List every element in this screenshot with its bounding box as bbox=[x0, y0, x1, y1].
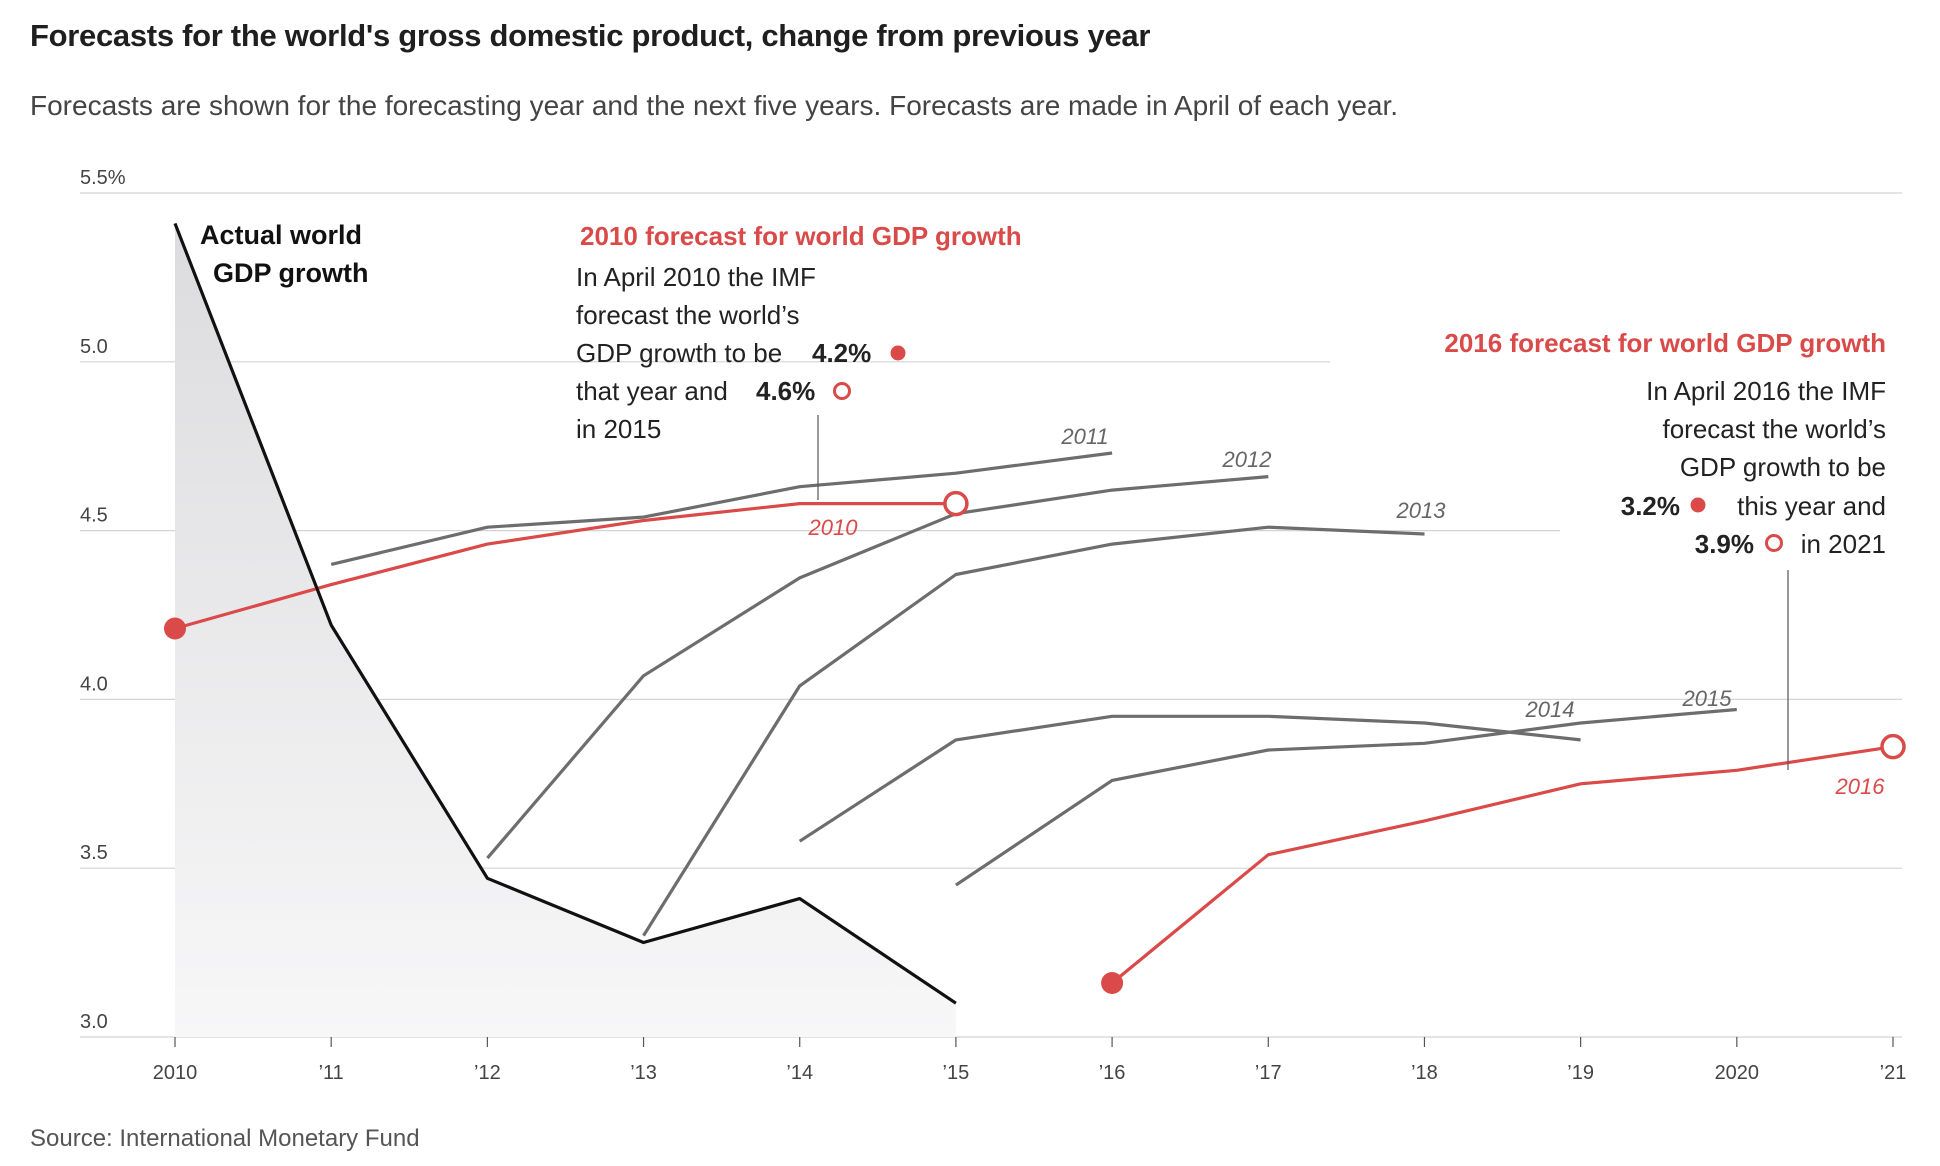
actual-area-fill bbox=[175, 223, 956, 1037]
annotation-2016-text: in 2021 bbox=[1801, 529, 1886, 559]
x-tick-label: ’15 bbox=[943, 1062, 970, 1084]
legend-hollow-dot bbox=[1765, 534, 1783, 552]
annotation-2010-text: GDP growth to be bbox=[576, 338, 782, 368]
annotation-2010-text: forecast the world’s bbox=[576, 300, 800, 330]
forecast-label-2015: 2015 bbox=[1682, 686, 1733, 711]
y-axis-ticks: 5.5% 5.0 4.5 4.0 3.5 3.0 bbox=[80, 167, 126, 1033]
y-tick-label: 3.0 bbox=[80, 1011, 108, 1033]
actual-series: Actual world GDP growth bbox=[173, 220, 957, 1005]
annotation-2010-value: 4.2% bbox=[812, 338, 871, 368]
actual-gdp-line bbox=[173, 222, 957, 1005]
y-tick-label: 5.5% bbox=[80, 167, 126, 189]
annotation-2016-value: 3.2% bbox=[1621, 491, 1680, 521]
y-tick-label: 5.0 bbox=[80, 336, 108, 358]
annotation-2016-heading: 2016 forecast for world GDP growth bbox=[1444, 328, 1886, 358]
end-point-2010 bbox=[943, 490, 969, 517]
forecast-series: 2011 2012 2013 2014 2015 bbox=[330, 424, 1737, 937]
forecast-label-2016: 2016 bbox=[1835, 774, 1886, 799]
x-tick-label: ’18 bbox=[1411, 1062, 1438, 1084]
annotation-2016-value: 3.9% bbox=[1695, 529, 1754, 559]
annotation-2010-text: In April 2010 the IMF bbox=[576, 262, 816, 292]
start-point-2016 bbox=[1101, 971, 1124, 994]
forecast-line-2012 bbox=[486, 475, 1269, 860]
highlighted-series: 2010 2016 bbox=[164, 490, 1906, 994]
x-tick-label: ’21 bbox=[1880, 1062, 1907, 1084]
start-point-2010 bbox=[164, 617, 186, 640]
actual-area bbox=[175, 223, 956, 1037]
actual-gdp-label: Actual world bbox=[200, 220, 362, 250]
x-axis: 2010 ’11 ’12 ’13 ’14 ’15 ’16 ’17 ’18 ’19 2020 ’21 bbox=[153, 1037, 1907, 1084]
annotation-2016-text: GDP growth to be bbox=[1680, 452, 1886, 482]
forecast-label-2010: 2010 bbox=[808, 515, 859, 540]
legend-filled-dot bbox=[1690, 497, 1706, 513]
legend-hollow-dot bbox=[833, 382, 851, 400]
x-tick-label: 2010 bbox=[153, 1062, 198, 1084]
forecast-label-2012: 2012 bbox=[1222, 447, 1272, 472]
x-tick-label: ’16 bbox=[1099, 1062, 1126, 1084]
x-tick-label: ’17 bbox=[1255, 1062, 1282, 1084]
actual-gdp-label: GDP growth bbox=[213, 258, 369, 288]
end-point-2016 bbox=[1880, 733, 1906, 760]
x-tick-label: 2020 bbox=[1715, 1062, 1760, 1084]
forecast-line-2010 bbox=[174, 502, 956, 631]
legend-filled-dot bbox=[890, 345, 906, 361]
annotation-2010-heading: 2010 forecast for world GDP growth bbox=[580, 221, 1022, 251]
x-tick-label: ’13 bbox=[630, 1062, 657, 1084]
forecast-line-2016 bbox=[1111, 745, 1894, 985]
source-note: Source: International Monetary Fund bbox=[30, 1125, 420, 1152]
y-tick-label: 3.5 bbox=[80, 842, 108, 864]
y-tick-label: 4.0 bbox=[80, 673, 108, 695]
x-tick-label: ’19 bbox=[1567, 1062, 1594, 1084]
forecast-line-2013 bbox=[642, 525, 1425, 937]
annotation-2010-value: 4.6% bbox=[756, 376, 815, 406]
forecast-label-2013: 2013 bbox=[1396, 498, 1447, 523]
forecast-line-2015 bbox=[955, 707, 1737, 887]
x-tick-label: ’11 bbox=[319, 1062, 344, 1084]
forecast-line-2014 bbox=[798, 714, 1581, 843]
x-tick-label: ’14 bbox=[786, 1062, 813, 1084]
annotation-2010-text: that year and bbox=[576, 376, 728, 406]
annotation-2016-text: this year and bbox=[1737, 491, 1886, 521]
annotations: 2010 forecast for world GDP growth In Apr… bbox=[576, 221, 1886, 770]
chart-subtitle: Forecasts are shown for the forecasting … bbox=[30, 90, 1399, 121]
y-tick-label: 4.5 bbox=[80, 505, 108, 527]
annotation-2010-text: in 2015 bbox=[576, 414, 661, 444]
annotation-2016-text: forecast the world’s bbox=[1662, 414, 1886, 444]
annotation-2016-text: In April 2016 the IMF bbox=[1646, 376, 1886, 406]
forecast-label-2014: 2014 bbox=[1525, 697, 1575, 722]
forecast-label-2011: 2011 bbox=[1060, 424, 1108, 449]
x-tick-label: ’12 bbox=[474, 1062, 501, 1084]
forecast-line-2011 bbox=[330, 451, 1113, 566]
chart-title: Forecasts for the world's gross domestic… bbox=[30, 18, 1151, 53]
